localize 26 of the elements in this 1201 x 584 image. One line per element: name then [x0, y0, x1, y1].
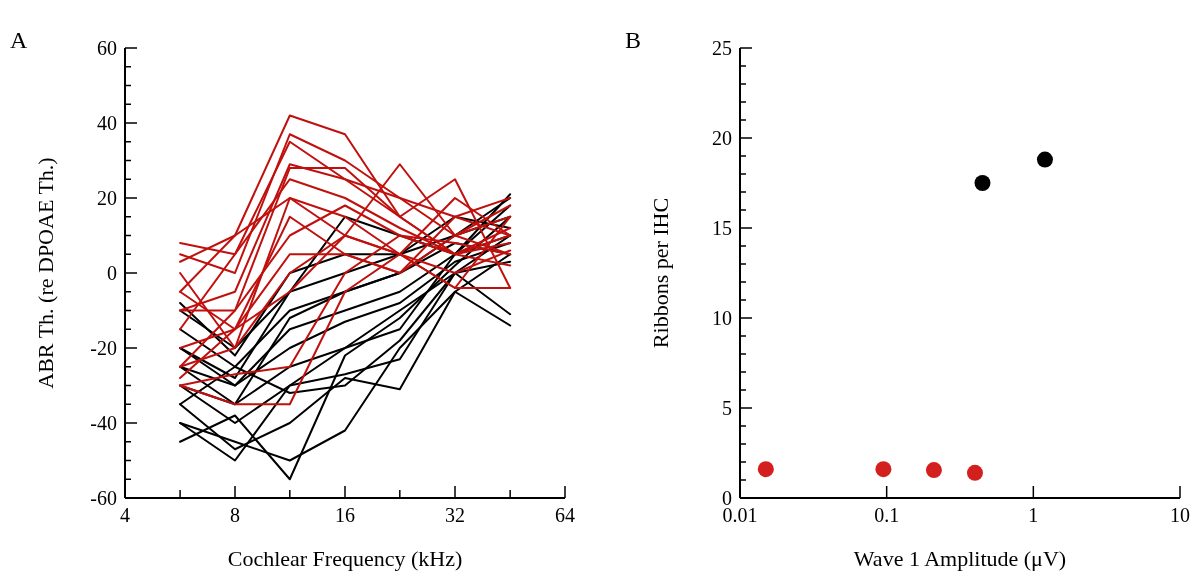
x-tick-label: 1 — [1028, 504, 1039, 526]
y-axis-title: ABR Th. (re DPOAE Th.) — [33, 157, 58, 389]
y-tick-label: -60 — [90, 487, 117, 509]
y-tick-label: 5 — [722, 397, 732, 419]
y-tick-label: -20 — [90, 337, 117, 359]
x-tick-label: 32 — [445, 504, 465, 526]
y-axis-title: Ribbons per IHC — [648, 197, 673, 349]
chart-title: B — [625, 27, 642, 53]
y-tick-label: 15 — [712, 217, 732, 239]
x-tick-label: 64 — [555, 504, 575, 526]
y-tick-label: 25 — [712, 37, 732, 59]
y-tick-label: 20 — [97, 187, 117, 209]
y-tick-label: 20 — [712, 127, 732, 149]
y-tick-label: -40 — [90, 412, 117, 434]
y-tick-label: 10 — [712, 307, 732, 329]
x-tick-label: 0.1 — [874, 504, 900, 526]
y-tick-label: 60 — [97, 37, 117, 59]
x-tick-label: 4 — [120, 504, 130, 526]
x-tick-label: 10 — [1170, 504, 1190, 526]
x-axis-title: Cochlear Frequency (kHz) — [227, 546, 463, 571]
x-axis-title: Wave 1 Amplitude (μV) — [853, 546, 1067, 571]
x-tick-label: 8 — [230, 504, 240, 526]
chart-title: A — [10, 27, 28, 53]
x-tick-label: 16 — [335, 504, 355, 526]
y-tick-label: 0 — [107, 262, 117, 284]
y-tick-label: 40 — [97, 112, 117, 134]
